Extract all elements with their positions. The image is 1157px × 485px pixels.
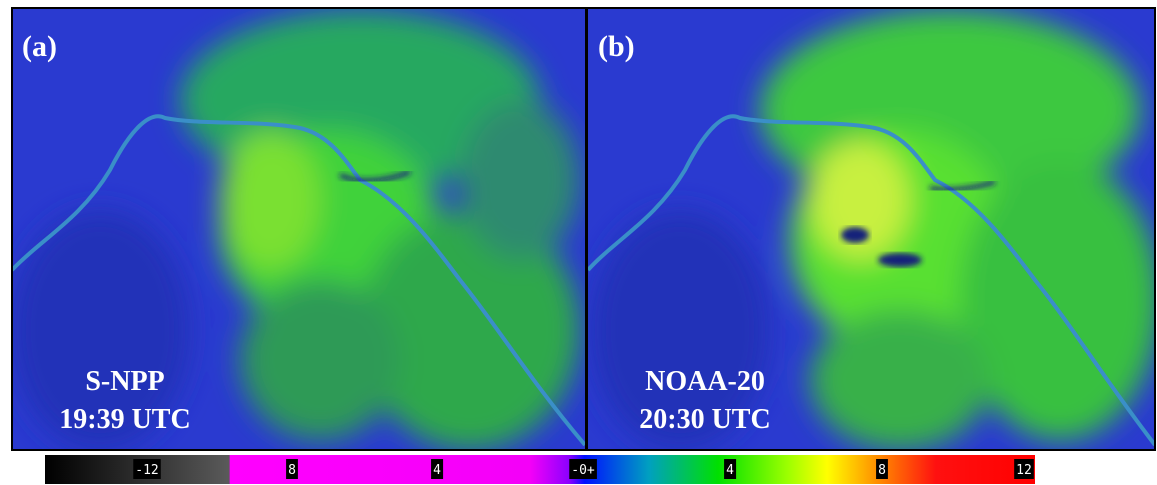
colorbar-tick-label: -12 bbox=[135, 463, 158, 478]
colorbar-tick-label: -0+ bbox=[571, 463, 595, 478]
figure: (a) S-NPP 19:39 UTC (b) NOAA-20 20:30 UT… bbox=[0, 0, 1157, 485]
colorbar-tick-label: 4 bbox=[433, 463, 441, 478]
panel-label: (b) bbox=[598, 30, 635, 63]
colorbar-tick-label: 8 bbox=[878, 463, 886, 478]
panel-label: (a) bbox=[22, 30, 57, 63]
time: 19:39 UTC bbox=[59, 404, 190, 435]
satellite-name: NOAA-20 bbox=[645, 366, 765, 397]
colorbar-tick-label: 4 bbox=[726, 463, 734, 478]
satellite-name: S-NPP bbox=[85, 366, 164, 397]
colorbar-tick-label: 8 bbox=[288, 463, 296, 478]
colorbar-tick-label: 12 bbox=[1016, 463, 1032, 478]
time: 20:30 UTC bbox=[639, 404, 770, 435]
